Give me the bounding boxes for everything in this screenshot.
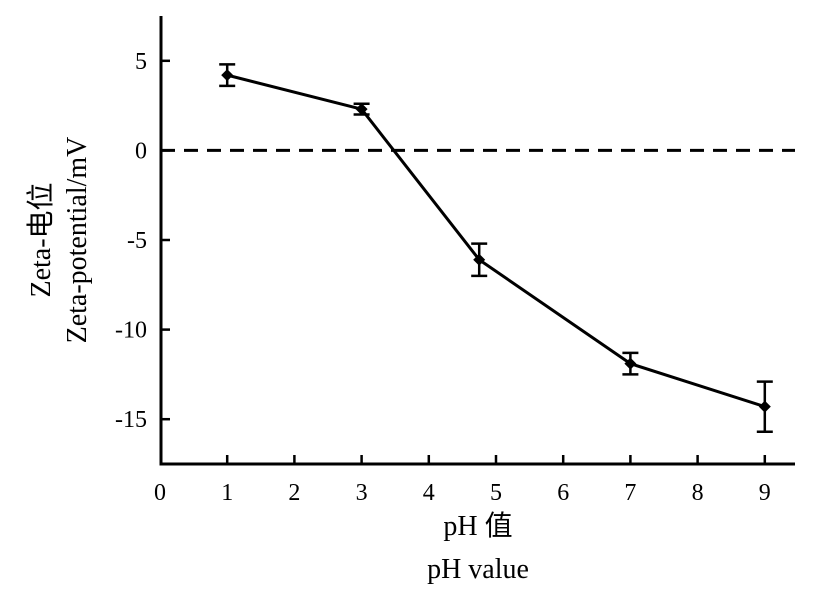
- x-tick-label: 6: [557, 480, 569, 506]
- x-tick-label: 3: [356, 480, 368, 506]
- y-tick-label: -15: [115, 407, 147, 433]
- x-tick-label: 4: [423, 480, 435, 506]
- x-tick-label: 2: [288, 480, 300, 506]
- plot-area: 5 0 -5 -10 -15 0 1 2 3 4 5 6 7 8 9: [115, 16, 795, 506]
- x-axis-label-line-1: pH 值: [443, 510, 512, 542]
- data-point: [473, 253, 486, 266]
- x-tick-label: 9: [759, 480, 771, 506]
- y-tick-label: 5: [135, 49, 147, 75]
- data-point: [355, 103, 368, 116]
- series-line: [226, 73, 766, 409]
- x-tick-label: 5: [490, 480, 502, 506]
- y-axis-label-line-2: Zeta-potential/mV: [62, 137, 93, 344]
- x-tick-label: 1: [221, 480, 233, 506]
- data-point: [221, 69, 234, 82]
- x-tick-label: 0: [154, 480, 166, 506]
- y-tick-label: 0: [135, 138, 147, 164]
- x-tick-label: 7: [624, 480, 636, 506]
- y-tick-label: -10: [115, 318, 147, 344]
- x-axis-label-line-2: pH value: [427, 554, 529, 585]
- y-axis-label-line-1: Zeta-电位: [25, 182, 57, 297]
- data-point: [758, 400, 771, 413]
- x-tick-label: 8: [692, 480, 704, 506]
- y-tick-label: -5: [127, 228, 147, 254]
- data-point: [624, 357, 637, 370]
